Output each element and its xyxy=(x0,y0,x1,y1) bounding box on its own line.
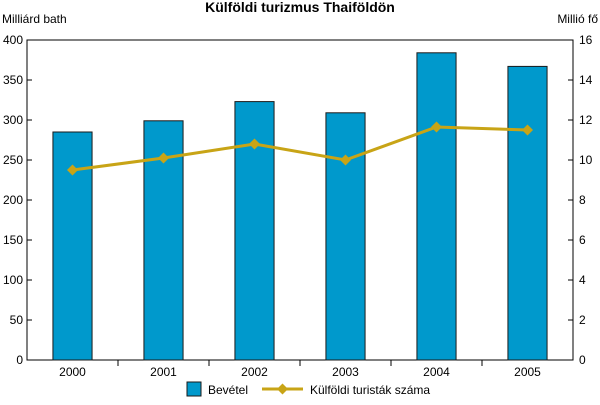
x-tick-label: 2002 xyxy=(241,365,268,379)
y-right-tick-label: 10 xyxy=(579,153,593,167)
y-right-tick-label: 8 xyxy=(579,193,586,207)
line-point xyxy=(158,152,169,164)
y-left-tick-label: 400 xyxy=(3,33,23,47)
bar xyxy=(507,65,548,361)
line-point xyxy=(431,121,442,133)
legend-swatch-bar xyxy=(186,381,202,397)
y-right-tick-label: 6 xyxy=(579,233,586,247)
legend-label-line: Külföldi turisták száma xyxy=(310,383,430,397)
y-left-tick-label: 350 xyxy=(3,73,23,87)
plot-area: 0 50 100 150 200 250 300 350 400 0 2 4 6 8 10 12 14 16 200… xyxy=(3,33,593,379)
y-left-tick-label: 300 xyxy=(3,113,23,127)
legend-swatch-marker xyxy=(277,383,288,395)
line-point xyxy=(522,124,533,136)
x-tick-label: 2000 xyxy=(59,365,86,379)
series-line xyxy=(72,125,528,172)
y-right-tick-label: 4 xyxy=(579,273,586,287)
legend: Bevétel Külföldi turisták száma xyxy=(186,381,430,397)
line-point xyxy=(340,154,351,166)
y-left-tick-label: 100 xyxy=(3,273,23,287)
x-tick-label: 2003 xyxy=(332,365,359,379)
line-point xyxy=(67,164,78,176)
legend-label-bar: Bevétel xyxy=(208,383,248,397)
y-right-tick-label: 14 xyxy=(579,73,593,87)
y-right-axis-title: Millió fő xyxy=(557,12,598,26)
plot-frame xyxy=(26,39,574,361)
y-left-tick-label: 200 xyxy=(3,193,23,207)
y-left-tick-label: 0 xyxy=(16,353,23,367)
x-tick-label: 2005 xyxy=(514,365,541,379)
y-left-tick-label: 250 xyxy=(3,153,23,167)
chart-title: Külföldi turizmus Thaiföldön xyxy=(205,0,395,15)
x-tick-label: 2001 xyxy=(150,365,177,379)
y-left-axis-title: Milliárd bath xyxy=(2,12,67,26)
line-point xyxy=(249,138,260,150)
y-right-tick-label: 12 xyxy=(579,113,593,127)
y-right-tick-label: 2 xyxy=(579,313,586,327)
x-tick-label: 2004 xyxy=(423,365,450,379)
y-right-tick-label: 0 xyxy=(579,353,586,367)
y-right-tick-label: 16 xyxy=(579,33,593,47)
y-left-tick-label: 50 xyxy=(10,313,24,327)
bar xyxy=(325,112,366,361)
y-left-tick-label: 150 xyxy=(3,233,23,247)
bar xyxy=(416,52,457,361)
